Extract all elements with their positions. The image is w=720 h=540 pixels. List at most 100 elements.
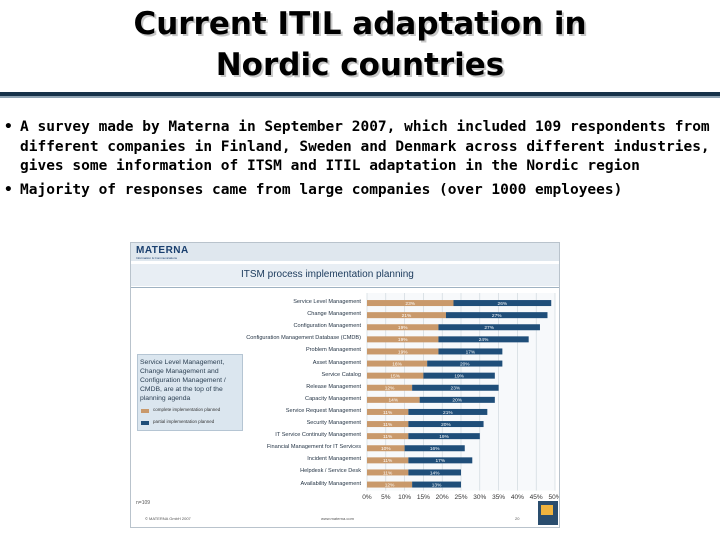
bar-value-label: 19% xyxy=(398,325,408,331)
bar-complete xyxy=(367,348,439,355)
bar-complete xyxy=(367,372,424,379)
bullet-item: A survey made by Materna in September 20… xyxy=(0,118,712,177)
legend-item-complete: complete implementation planned xyxy=(141,407,251,415)
bar-complete xyxy=(367,300,454,307)
bar-value-label: 11% xyxy=(383,422,393,428)
x-tick-label: 10% xyxy=(398,493,412,501)
x-tick-label: 20% xyxy=(435,493,449,501)
x-tick-label: 5% xyxy=(381,493,391,501)
legend-swatch xyxy=(141,421,149,425)
category-label: Change Management xyxy=(307,311,361,318)
bar-value-label: 13% xyxy=(432,482,442,488)
x-tick-label: 30% xyxy=(473,493,487,501)
slide-title: Current ITIL adaptation in Nordic countr… xyxy=(0,4,720,86)
x-tick-label: 40% xyxy=(510,493,524,501)
x-tick-label: 0% xyxy=(362,493,372,501)
bar-partial xyxy=(423,372,495,379)
category-label: Financial Management for IT Services xyxy=(266,444,361,451)
bar-value-label: 14% xyxy=(430,470,440,476)
category-label: Security Management xyxy=(306,420,361,427)
category-label: Capacity Management xyxy=(305,395,361,402)
bar-value-label: 27% xyxy=(492,313,502,319)
footer-url: www.materna.com xyxy=(321,516,354,521)
category-label: Service Level Management xyxy=(293,299,361,306)
chart-title-band xyxy=(131,264,559,286)
bar-partial xyxy=(419,396,495,403)
category-label: Problem Management xyxy=(305,347,361,354)
bar-partial xyxy=(438,324,540,331)
bar-complete xyxy=(367,481,413,488)
bar-value-label: 20% xyxy=(452,398,462,404)
bar-partial xyxy=(404,445,465,452)
stacked-bar-chart: 23% 26% 21% 27% 19% 27% 19% 24% 19% 17% 16% 20% 15% 1… xyxy=(131,243,559,527)
bar-value-label: 11% xyxy=(383,434,393,440)
bar-value-label: 27% xyxy=(484,325,494,331)
bullet-item: Majority of responses came from large co… xyxy=(0,181,712,201)
bar-complete xyxy=(367,336,439,343)
bar-value-label: 24% xyxy=(479,337,489,343)
bar-partial xyxy=(412,481,461,488)
bar-partial xyxy=(408,421,484,428)
bar-value-label: 11% xyxy=(383,470,393,476)
bar-value-label: 21% xyxy=(402,313,412,319)
bar-complete xyxy=(367,421,409,428)
copyright: © MATERNA GmbH 2007 xyxy=(145,516,191,521)
bar-complete xyxy=(367,324,439,331)
bar-value-label: 19% xyxy=(398,337,408,343)
bar-complete xyxy=(367,408,409,415)
bar-value-label: 23% xyxy=(451,386,461,392)
bar-complete xyxy=(367,433,409,440)
legend-item-partial: partial implementation planned xyxy=(141,419,251,427)
bar-value-label: 16% xyxy=(430,446,440,452)
category-label: Release Management xyxy=(306,383,361,390)
category-label: Incident Management xyxy=(307,456,361,463)
x-tick-label: 50% xyxy=(548,493,559,501)
callout-text: Service Level Management, Change Managem… xyxy=(140,359,226,402)
bar-partial xyxy=(408,469,461,476)
brand-subtitle: Information & Communications xyxy=(136,256,178,260)
x-tick-label: 45% xyxy=(529,493,543,501)
category-label: Service Request Management xyxy=(285,407,361,414)
chart-svg: 23% 26% 21% 27% 19% 27% 19% 24% 19% 17% 16% 20% 15% 1… xyxy=(366,293,556,491)
bar-value-label: 17% xyxy=(436,458,446,464)
category-label: Service Catalog xyxy=(321,371,362,378)
bar-complete xyxy=(367,384,413,391)
bar-complete xyxy=(367,469,409,476)
bar-value-label: 16% xyxy=(392,361,402,367)
x-tick-label: 35% xyxy=(492,493,506,501)
bar-value-label: 19% xyxy=(398,349,408,355)
bar-value-label: 14% xyxy=(389,398,399,404)
slide-header-band xyxy=(131,243,559,261)
bar-value-label: 11% xyxy=(383,458,393,464)
category-label: Asset Management xyxy=(312,359,361,366)
bar-partial xyxy=(408,457,473,464)
bar-partial xyxy=(453,300,552,307)
bar-complete xyxy=(367,360,428,367)
bar-partial xyxy=(438,348,503,355)
callout-box xyxy=(137,354,243,431)
bar-value-label: 19% xyxy=(439,434,449,440)
bar-partial xyxy=(408,433,480,440)
category-label: Configuration Management Database (CMDB) xyxy=(246,335,361,342)
bar-value-label: 20% xyxy=(441,422,451,428)
title-divider-shadow xyxy=(0,96,720,98)
bar-value-label: 12% xyxy=(385,482,395,488)
category-label: IT Service Continuity Management xyxy=(275,432,361,439)
title-divider xyxy=(0,92,720,96)
bullet-list: A survey made by Materna in September 20… xyxy=(0,118,712,204)
bar-value-label: 17% xyxy=(466,349,476,355)
title-line-2: Nordic countries xyxy=(215,47,505,83)
x-tick-label: 25% xyxy=(454,493,468,501)
bar-value-label: 19% xyxy=(454,373,464,379)
legend-swatch xyxy=(141,409,149,413)
bar-value-label: 26% xyxy=(498,301,508,307)
sample-size: n=109 xyxy=(136,500,151,506)
bar-partial xyxy=(445,312,548,319)
title-line-1: Current ITIL adaptation in xyxy=(133,6,587,42)
corner-logo-mark xyxy=(541,505,553,515)
chart-title: ITSM process implementation planning xyxy=(241,269,414,280)
bar-complete xyxy=(367,312,446,319)
x-tick-label: 15% xyxy=(416,493,430,501)
bar-value-label: 23% xyxy=(405,301,415,307)
embedded-chart-slide: MATERNA Information & Communications ITS… xyxy=(130,242,560,528)
